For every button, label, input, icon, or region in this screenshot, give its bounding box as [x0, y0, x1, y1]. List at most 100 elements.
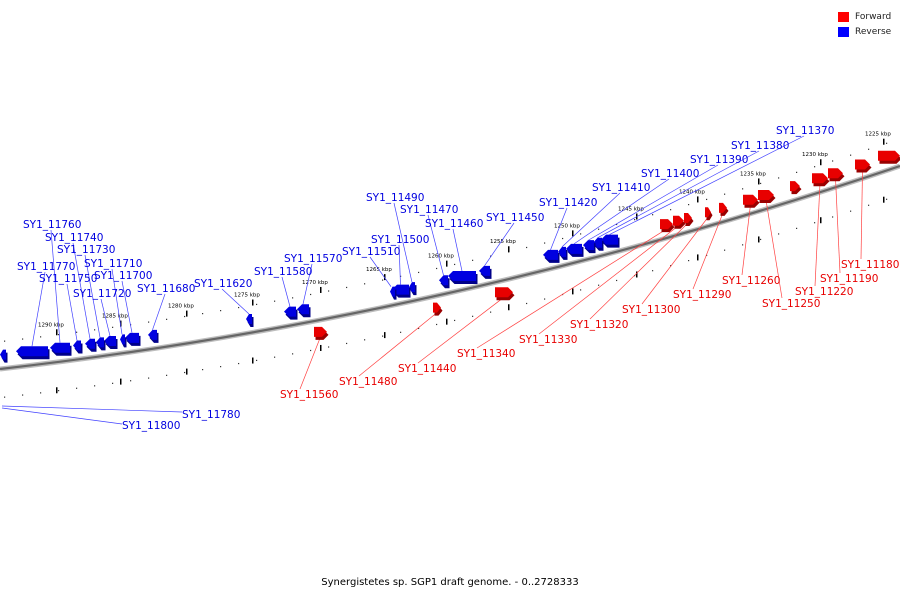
gene-body: [758, 190, 774, 201]
scale-dot-lower: [238, 362, 240, 365]
scale-dot-upper: [22, 338, 24, 340]
reverse-gene-sy1-11770[interactable]: [16, 346, 50, 360]
forward-gene-sy1-11290[interactable]: [719, 202, 729, 216]
leader-line: [50, 229, 61, 343]
reverse-gene-sy1-11450[interactable]: [479, 265, 492, 279]
scale-tick-lower: [508, 304, 510, 311]
scale-dot-upper: [616, 223, 618, 226]
reverse-gene-sy1-11700[interactable]: [125, 332, 141, 346]
scale-dot-lower: [778, 233, 780, 235]
forward-gene-sy1-11180[interactable]: [855, 159, 872, 173]
forward-gene-sy1-11250[interactable]: [758, 190, 776, 204]
scale-dot-upper: [400, 275, 402, 277]
reverse-gene-sy1-11570[interactable]: [297, 304, 311, 318]
gene-label-sy1-11510: SY1_11510: [342, 246, 400, 258]
leader-line: [573, 178, 670, 245]
scale-tick-lower: [186, 368, 188, 375]
forward-gene-sy1-11320[interactable]: [684, 213, 694, 227]
reverse-gene-sy1-11710[interactable]: [120, 334, 127, 348]
reverse-gene-sy1-11730[interactable]: [96, 337, 106, 351]
scale-tick-lower: [120, 378, 122, 385]
scale-dot-lower: [400, 331, 402, 333]
gene-label-sy1-11260: SY1_11260: [722, 275, 780, 287]
forward-gene-sy1-11340[interactable]: [660, 219, 675, 233]
reverse-gene-sy1-11420[interactable]: [543, 249, 560, 263]
gene-body: [246, 314, 252, 325]
leader-line: [692, 212, 724, 290]
reverse-gene-edge[interactable]: [0, 349, 8, 363]
scale-dot-upper: [184, 315, 186, 318]
scale-dot-lower: [724, 249, 726, 251]
forward-gene-small[interactable]: [790, 181, 802, 195]
scale-dot-lower: [148, 377, 150, 379]
scale-dot-upper: [580, 233, 582, 235]
scale-tick-lower: [384, 332, 386, 339]
leader-line: [1, 405, 183, 413]
gene-label-sy1-11340: SY1_11340: [457, 348, 515, 360]
reverse-gene-sy1-11510[interactable]: [390, 286, 397, 300]
forward-gene-sy1-11260[interactable]: [743, 194, 760, 208]
scale-label: 1255 kbp: [490, 239, 516, 245]
scale-tick-lower: [320, 344, 322, 351]
reverse-gene-sy1-11370[interactable]: [601, 234, 620, 248]
scale-dot-lower: [580, 289, 582, 291]
leader-line: [550, 207, 568, 250]
forward-gene-sy1-11220[interactable]: [812, 173, 830, 187]
forward-gene-sy1-11480[interactable]: [433, 302, 443, 316]
leader-line: [860, 169, 863, 260]
forward-gene-sy1-11330[interactable]: [673, 215, 686, 229]
forward-gene-edge[interactable]: [878, 150, 900, 164]
reverse-gene-sy1-11720[interactable]: [104, 336, 118, 350]
reverse-gene-sy1-11740[interactable]: [85, 338, 97, 352]
scale-dot-lower: [310, 349, 312, 352]
reverse-gene-sy1-11750[interactable]: [73, 340, 83, 354]
scale-dot-lower: [490, 311, 492, 313]
gene-label-sy1-11320: SY1_11320: [570, 319, 628, 331]
gene-label-sy1-11380: SY1_11380: [731, 140, 789, 152]
forward-gene-sy1-11190[interactable]: [828, 168, 845, 182]
scale-dot-upper: [382, 279, 384, 281]
forward-gene-sy1-11300[interactable]: [705, 207, 713, 221]
gene-label-sy1-11680: SY1_11680: [137, 283, 195, 295]
forward-gene-sy1-11440[interactable]: [495, 287, 515, 301]
scale-dot-upper: [274, 300, 276, 302]
legend-item-forward: Forward: [838, 9, 891, 24]
scale-dot-lower: [796, 227, 798, 229]
reverse-gene-sy1-11470[interactable]: [439, 275, 450, 289]
scale-dot-upper: [670, 209, 672, 211]
gene-body: [812, 173, 828, 184]
scale-tick: [120, 320, 122, 327]
reverse-gene-sy1-11760[interactable]: [50, 342, 72, 356]
gene-label-sy1-11800: SY1_11800: [122, 420, 180, 432]
scale-label: 1225 kbp: [865, 132, 891, 138]
gene-body: [148, 329, 157, 340]
forward-gene-sy1-11560[interactable]: [314, 326, 329, 340]
reverse-gene-sy1-11680[interactable]: [148, 329, 159, 343]
gene-body: [433, 302, 441, 313]
scale-dot-lower: [688, 260, 690, 262]
leader-line: [398, 244, 401, 285]
scale-dot-lower: [40, 392, 42, 394]
reverse-gene-sy1-11620[interactable]: [246, 314, 254, 328]
gene-arrows[interactable]: [0, 150, 900, 363]
scale-label: 1290 kbp: [38, 322, 64, 328]
scale-dot-lower: [760, 238, 762, 241]
reverse-gene-sy1-11410[interactable]: [558, 246, 568, 260]
reverse-gene-sy1-11460[interactable]: [448, 271, 478, 285]
gene-body: [566, 243, 582, 254]
reverse-gene-sy1-11400[interactable]: [566, 243, 584, 257]
gene-label-sy1-11780: SY1_11780: [182, 409, 240, 421]
scale-dot-upper: [814, 166, 816, 168]
gene-body: [601, 234, 618, 245]
gene-body: [673, 215, 684, 226]
scale-dot-upper: [76, 331, 78, 333]
reverse-gene-sy1-11580[interactable]: [284, 306, 298, 320]
gene-label-sy1-11480: SY1_11480: [339, 376, 397, 388]
scale-label: 1235 kbp: [740, 171, 766, 177]
scale-label: 1285 kbp: [102, 314, 128, 320]
reverse-gene-sy1-11390[interactable]: [583, 240, 596, 254]
scale-dot-lower: [436, 323, 438, 326]
gene-body: [719, 202, 727, 213]
scale-dot-lower: [112, 382, 114, 384]
scale-dot-upper: [742, 188, 744, 190]
